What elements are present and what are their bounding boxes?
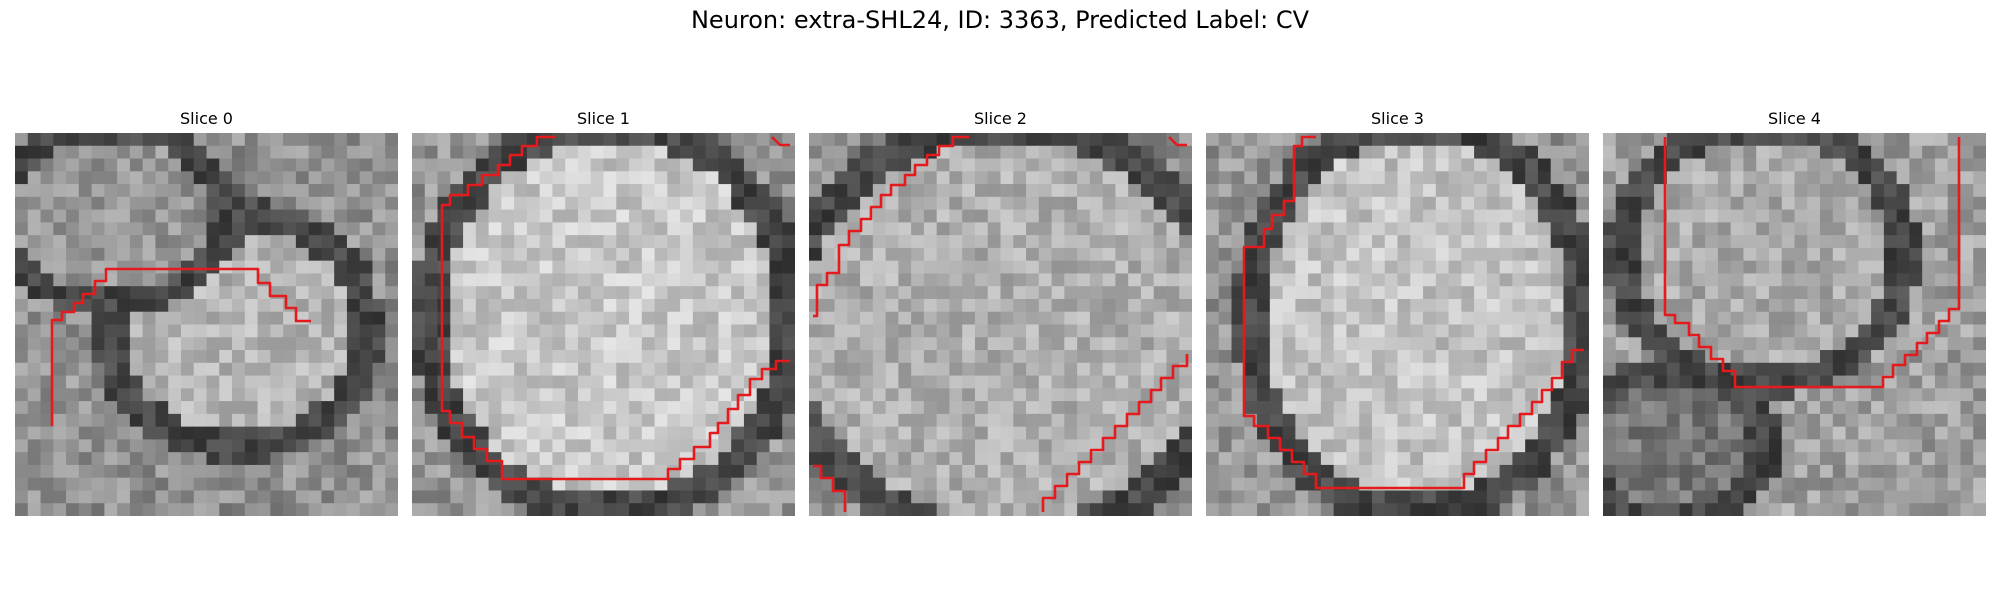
- slice-image: [412, 133, 795, 516]
- slice-title: Slice 3: [1206, 108, 1589, 130]
- slice-image: [809, 133, 1192, 516]
- pixel-grid: [1603, 133, 1986, 516]
- slice-title: Slice 1: [412, 108, 795, 130]
- slice-title: Slice 0: [15, 108, 398, 130]
- slice-image: [1603, 133, 1986, 516]
- slice-panel-4: Slice 4: [1603, 108, 1986, 516]
- slice-panel-3: Slice 3: [1206, 108, 1589, 516]
- slice-title: Slice 4: [1603, 108, 1986, 130]
- slice-panel-1: Slice 1: [412, 108, 795, 516]
- slice-image: [1206, 133, 1589, 516]
- pixel-grid: [1206, 133, 1589, 516]
- pixel-grid: [412, 133, 795, 516]
- slice-panel-0: Slice 0: [15, 108, 398, 516]
- pixel-grid: [809, 133, 1192, 516]
- figure-title: Neuron: extra-SHL24, ID: 3363, Predicted…: [0, 6, 2000, 34]
- slice-panel-2: Slice 2: [809, 108, 1192, 516]
- pixel-grid: [15, 133, 398, 516]
- slice-image: [15, 133, 398, 516]
- slice-title: Slice 2: [809, 108, 1192, 130]
